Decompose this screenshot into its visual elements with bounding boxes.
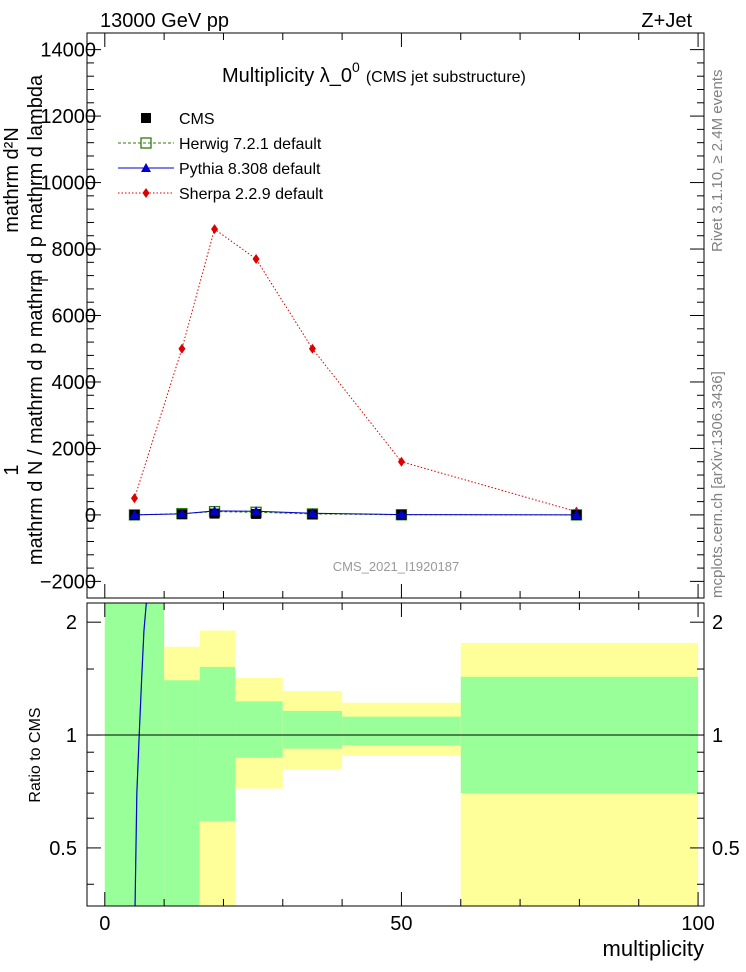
pythia-point [129,509,140,519]
sherpa-point [178,343,186,354]
ratio-y-tick-label-right: 0.5 [712,838,740,860]
y-tick-label: 4000 [52,372,97,394]
legend: CMS Herwig 7.2.1 default Pythia 8.308 defa… [118,111,324,203]
ratio-bands [104,603,699,906]
header-right: Z+Jet [641,10,692,32]
band-inner [342,716,461,746]
y-tick-label: −2000 [40,571,96,593]
pythia-point [307,508,318,518]
main-series [128,224,583,521]
ratio-y-tick-label-right: 2 [712,612,723,634]
main-y-axis-label: 1 mathrm d N / mathrm d p mathrm d p mat… [1,74,51,565]
pythia-point [251,506,262,516]
band-inner [104,603,165,906]
ratio-x-ticks: 0 50 100 [99,603,715,935]
y-label-line1: 1 [1,464,23,475]
main-x-ticks [104,33,699,598]
ratio-y-tick-label: 2 [66,612,77,634]
band-inner [282,710,343,749]
pythia-point [209,505,220,515]
x-tick-label: 50 [390,913,412,935]
y-tick-label: 8000 [52,239,97,261]
sherpa-line [133,228,577,513]
sherpa-point [397,456,405,467]
pythia-point [571,509,582,519]
herwig-legend-marker [140,137,152,149]
ratio-y-tick-label: 0.5 [49,838,77,860]
pythia-point [396,509,407,519]
sherpa-legend-marker [142,188,150,198]
pythia-point [176,508,187,518]
header-left: 13000 GeV pp [100,10,229,32]
y-tick-label: 0 [85,505,96,527]
sherpa-point [252,254,260,264]
sherpa-point [130,493,138,504]
pythia-ratio-line [134,602,147,907]
sherpa-legend-label: Sherpa 2.2.9 default [179,186,324,203]
mcplots-label: mcplots.cern.ch [arXiv:1306.3436] [709,371,726,598]
x-tick-label: 100 [681,913,714,935]
y-label-line2: mathrm d N / mathrm d p mathrm d p mathr… [25,74,47,565]
band-inner [164,680,200,906]
rivet-label: Rivet 3.1.10, ≥ 2.4M events [709,70,726,253]
pythia-legend-label: Pythia 8.308 default [179,161,321,178]
ratio-y-tick-label: 1 [66,725,77,747]
ratio-y-label: Ratio to CMS [27,707,44,802]
x-axis-label: multiplicity [603,936,704,961]
y-tick-label: 14000 [40,40,96,62]
main-y-ticks: −2000 0 2000 4000 6000 8000 10000 12000 14000 [40,40,704,593]
watermark-analysis: CMS_2021_I1920187 [333,559,460,574]
ratio-plot: 0.5 0.5 1 1 2 2 0 50 100 [49,602,740,935]
y-tick-label: 2000 [52,438,97,460]
ratio-y-tick-label-right: 1 [712,725,723,747]
y-tick-label: 10000 [40,173,96,195]
band-inner [199,666,236,821]
sherpa-point [308,343,316,354]
pythia-legend-marker [141,163,151,172]
ratio-plot-frame [86,602,705,907]
y-label-subscript: T [35,275,51,284]
ratio-y-ticks: 0.5 0.5 1 1 2 2 [49,612,740,885]
y-tick-label: 6000 [52,306,97,328]
herwig-legend-label: Herwig 7.2.1 default [179,136,322,153]
main-plot: −2000 0 2000 4000 6000 8000 10000 12000 14000 Mu… [40,32,705,599]
sherpa-point [211,224,219,235]
x-tick-label: 0 [99,913,110,935]
y-label-line3: mathrm d²N [1,127,23,233]
band-inner [235,701,283,758]
plot-title: Multiplicity λ_00(CMS jet substructure) [222,59,526,87]
cms-legend-label: CMS [179,111,215,128]
ratio-series [134,602,147,907]
cms-legend-marker [141,113,151,123]
y-tick-label: 12000 [40,106,96,128]
